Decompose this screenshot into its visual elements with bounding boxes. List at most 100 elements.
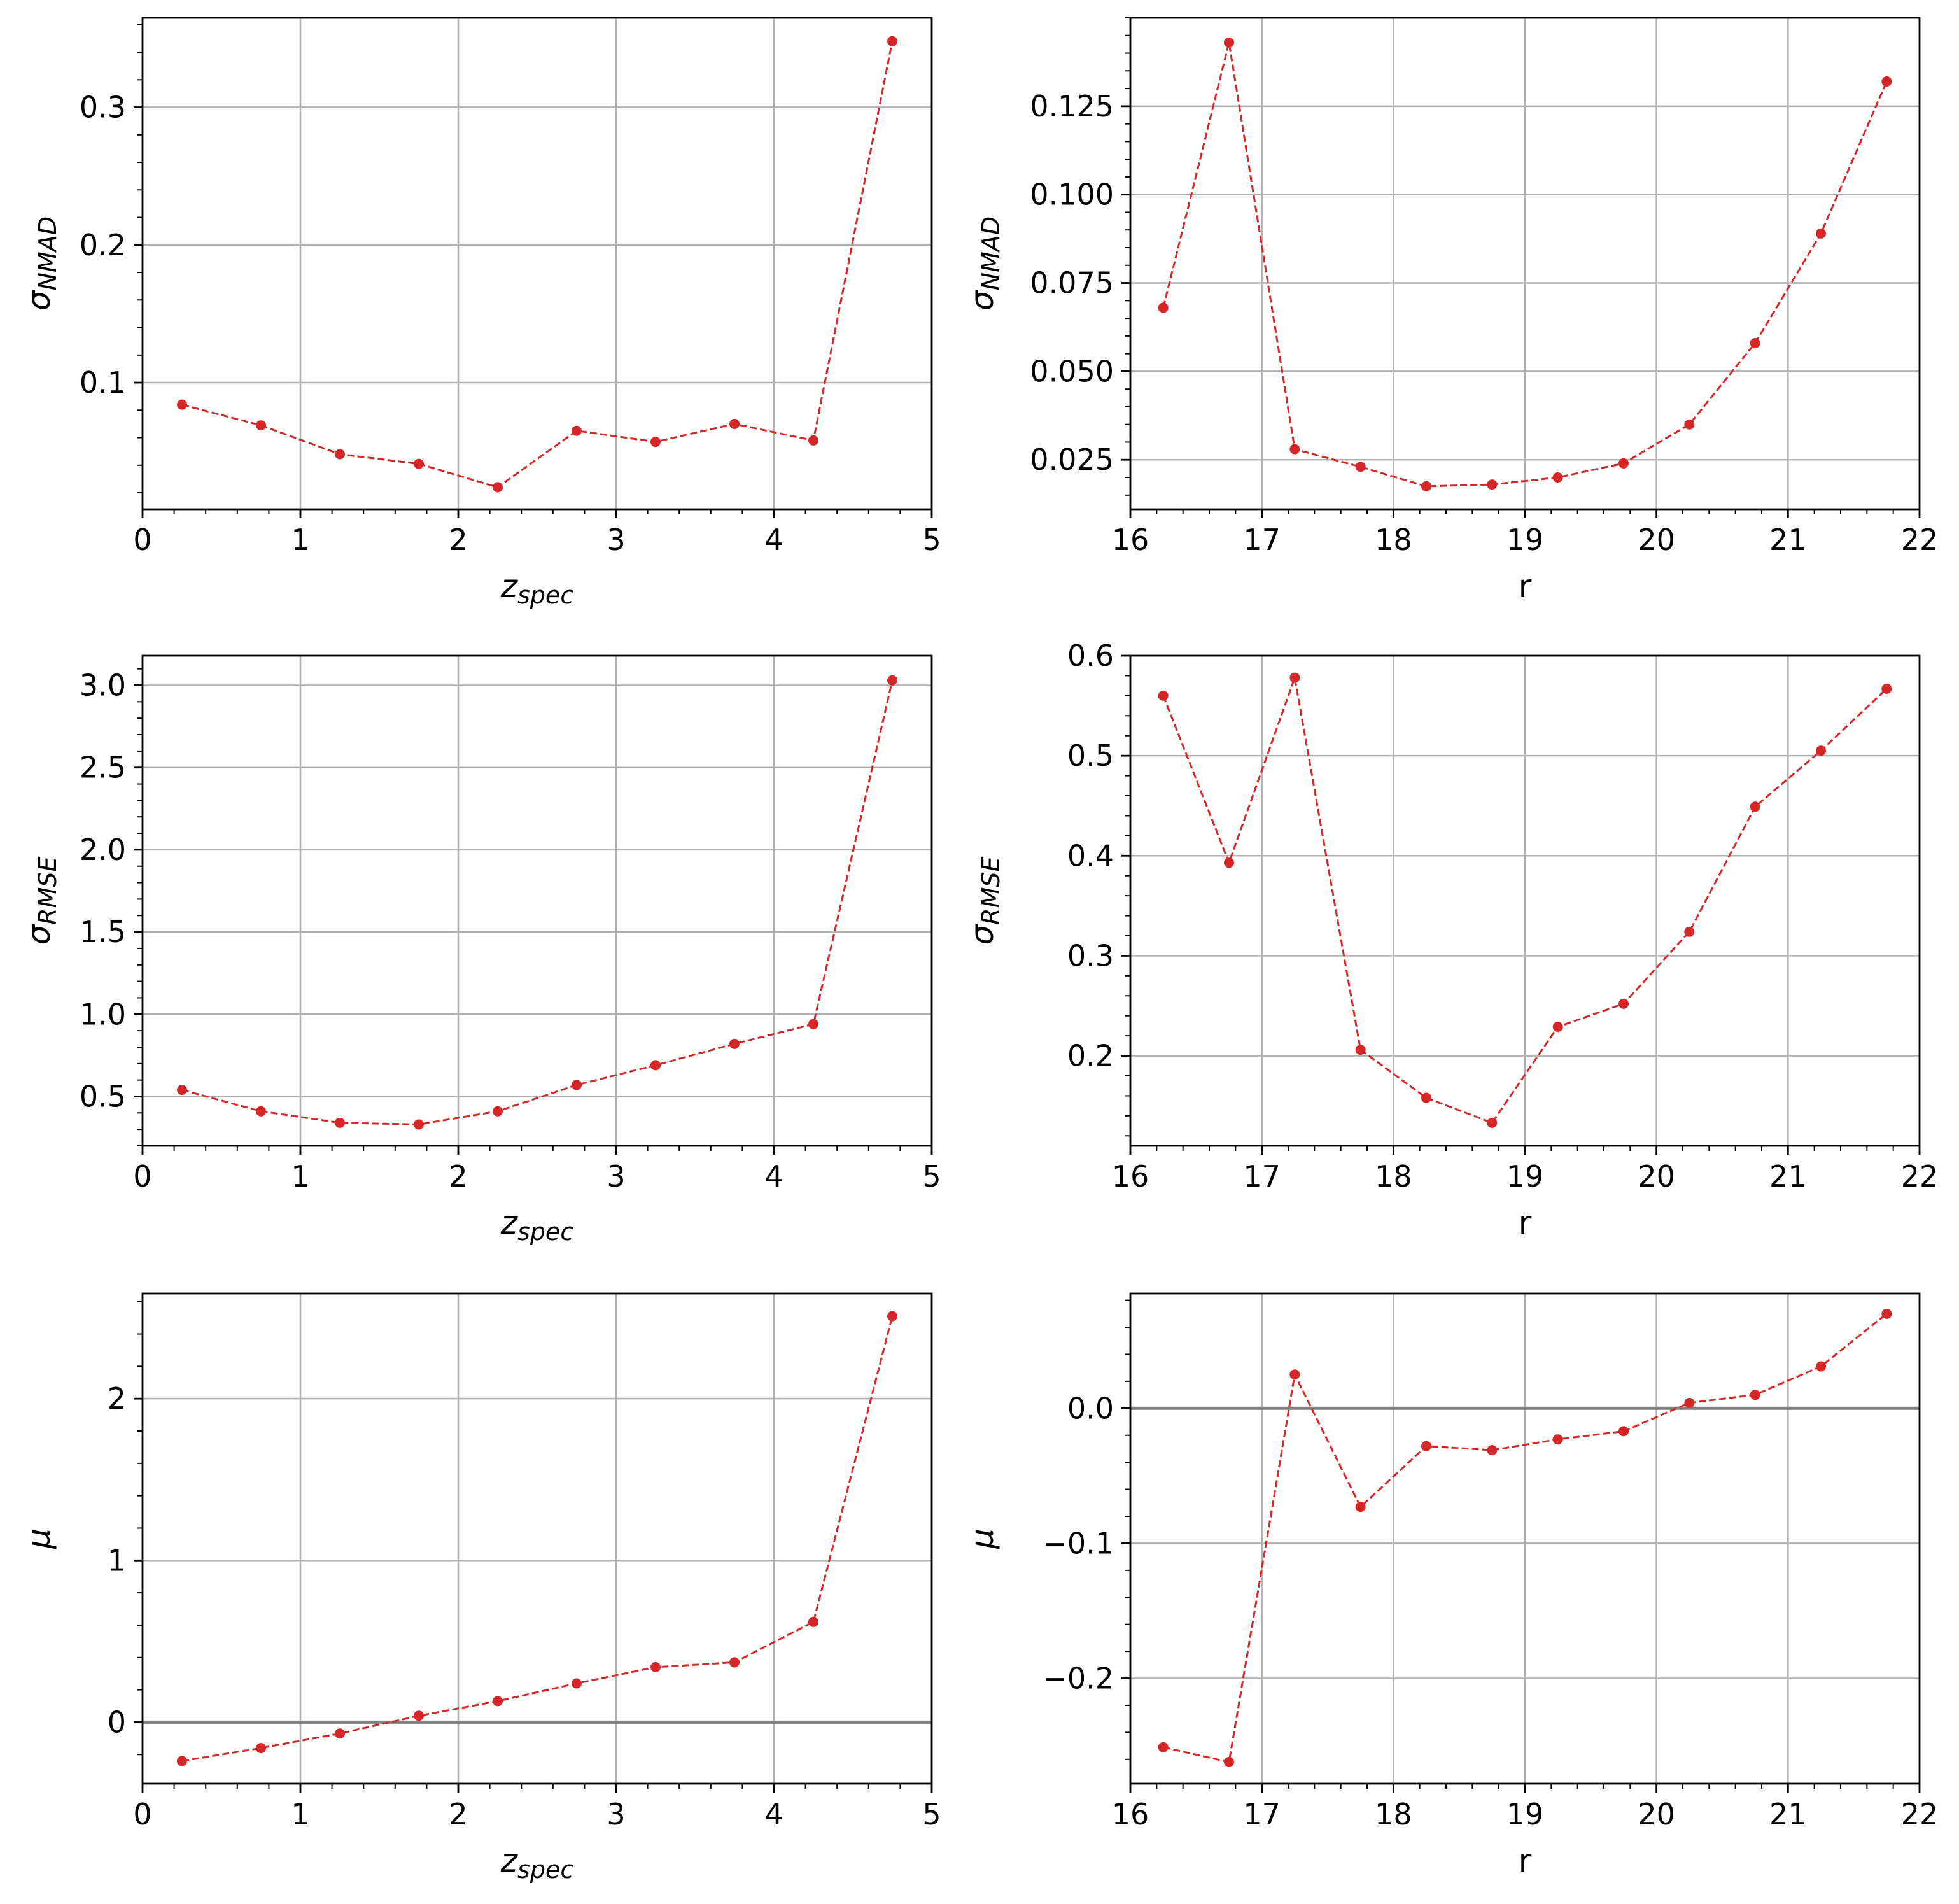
data-point [1421, 1092, 1431, 1103]
data-point [1224, 857, 1234, 868]
x-tick-label: 0 [133, 1797, 151, 1831]
data-point [1618, 1426, 1629, 1437]
x-tick-label: 2 [449, 523, 467, 557]
data-point [177, 1756, 187, 1766]
data-point [1618, 458, 1629, 469]
x-tick-label: 20 [1638, 1159, 1675, 1194]
y-axis-label: σRMSE [20, 856, 62, 945]
y-axis-label: σNMAD [964, 216, 1005, 311]
data-point [256, 420, 266, 431]
data-point [887, 1311, 897, 1322]
y-tick-label: 0.3 [80, 90, 126, 125]
data-point [1816, 1361, 1826, 1372]
x-tick-label: 4 [764, 523, 783, 557]
data-point [1684, 1397, 1695, 1408]
x-tick-label: 18 [1375, 523, 1412, 557]
data-point [1552, 1022, 1563, 1032]
data-point [1750, 337, 1760, 348]
y-axis-label: μ [20, 1528, 57, 1549]
data-point [650, 1662, 661, 1673]
data-point [1684, 419, 1695, 430]
data-point [414, 1710, 424, 1721]
y-tick-label: 0.2 [1067, 1039, 1114, 1073]
y-tick-label: 0.5 [1067, 738, 1114, 773]
data-point [1552, 472, 1563, 483]
x-tick-label: 3 [607, 523, 625, 557]
data-point [1487, 1117, 1498, 1128]
y-tick-label: 1 [108, 1543, 126, 1577]
data-point [1816, 745, 1826, 756]
x-tick-label: 16 [1112, 1159, 1149, 1194]
data-point [414, 1119, 424, 1130]
chart-panel-3: 0 1 2 3 4 5 0.5 1.0 1.5 2.0 2.5 3.0 zspec σRMSE [20, 654, 941, 1246]
y-axis-label: σRMSE [964, 856, 1005, 945]
x-tick-label: 21 [1769, 523, 1807, 557]
y-tick-label: 0.050 [1030, 354, 1114, 388]
x-tick-label: 5 [922, 1159, 941, 1194]
x-tick-label: 22 [1901, 1797, 1939, 1831]
x-tick-label: 5 [922, 1797, 941, 1831]
x-tick-label: 4 [764, 1159, 783, 1194]
y-tick-label: 0.5 [80, 1079, 126, 1113]
data-point [256, 1106, 266, 1117]
x-tick-label: 22 [1901, 523, 1939, 557]
data-point [808, 1019, 818, 1029]
x-tick-label: 20 [1638, 523, 1675, 557]
data-point [650, 1060, 661, 1071]
chart-panel-1: 0 1 2 3 4 5 0.1 0.2 0.3 zspec σNMAD [20, 17, 941, 609]
x-axis-label: zspec [500, 1842, 574, 1884]
y-tick-label: 2.5 [80, 751, 126, 785]
data-point [1684, 926, 1695, 937]
x-tick-label: 1 [291, 523, 309, 557]
x-tick-label: 2 [449, 1159, 467, 1194]
data-point [1750, 1390, 1760, 1400]
series-line [181, 1316, 894, 1762]
x-tick-label: 17 [1243, 1797, 1281, 1831]
data-point [1618, 998, 1629, 1009]
data-point [177, 1085, 187, 1096]
data-point [1158, 690, 1169, 701]
data-point [572, 425, 582, 436]
data-point [1421, 481, 1431, 491]
data-point [1487, 1445, 1498, 1456]
x-tick-label: 1 [291, 1797, 309, 1831]
series-line [181, 680, 894, 1125]
chart-panel-6: 16 17 18 19 20 21 22 −0.2 −0.1 0.0 r μ [964, 1292, 1939, 1879]
y-tick-label: 0.2 [80, 228, 126, 262]
y-tick-label: 1.5 [80, 915, 126, 949]
data-point [1881, 683, 1892, 694]
data-point [493, 1106, 503, 1117]
series-line [181, 41, 894, 489]
data-point [729, 1038, 740, 1049]
y-axis-label: σNMAD [20, 216, 62, 311]
x-axis-label: r [1519, 1842, 1532, 1879]
y-tick-label: −0.2 [1043, 1661, 1114, 1696]
data-point [177, 399, 187, 410]
data-point [493, 482, 503, 493]
y-tick-label: 0.1 [80, 365, 126, 400]
x-tick-label: 21 [1769, 1159, 1807, 1194]
data-point [1552, 1434, 1563, 1445]
data-point [1750, 801, 1760, 812]
x-axis-label: r [1519, 568, 1532, 605]
data-point [887, 36, 897, 46]
series-line [1163, 1313, 1888, 1763]
data-point [1487, 479, 1498, 490]
chart-panel-5: 0 1 2 3 4 5 0 1 2 zspec μ [20, 1292, 941, 1884]
data-point [729, 418, 740, 429]
x-tick-label: 19 [1506, 1159, 1544, 1194]
series-line [1162, 42, 1888, 488]
plot-frame [141, 17, 933, 511]
y-tick-label: −0.1 [1043, 1526, 1114, 1560]
data-point [1224, 37, 1234, 48]
y-tick-label: 0.3 [1067, 938, 1114, 973]
data-point [1158, 1742, 1169, 1752]
data-point [1881, 76, 1892, 87]
x-tick-label: 0 [133, 523, 151, 557]
y-tick-label: 1.0 [80, 997, 126, 1031]
y-tick-label: 0.025 [1030, 442, 1114, 477]
data-point [1289, 672, 1300, 683]
x-tick-label: 3 [607, 1159, 625, 1194]
x-axis-label: zspec [500, 568, 574, 609]
